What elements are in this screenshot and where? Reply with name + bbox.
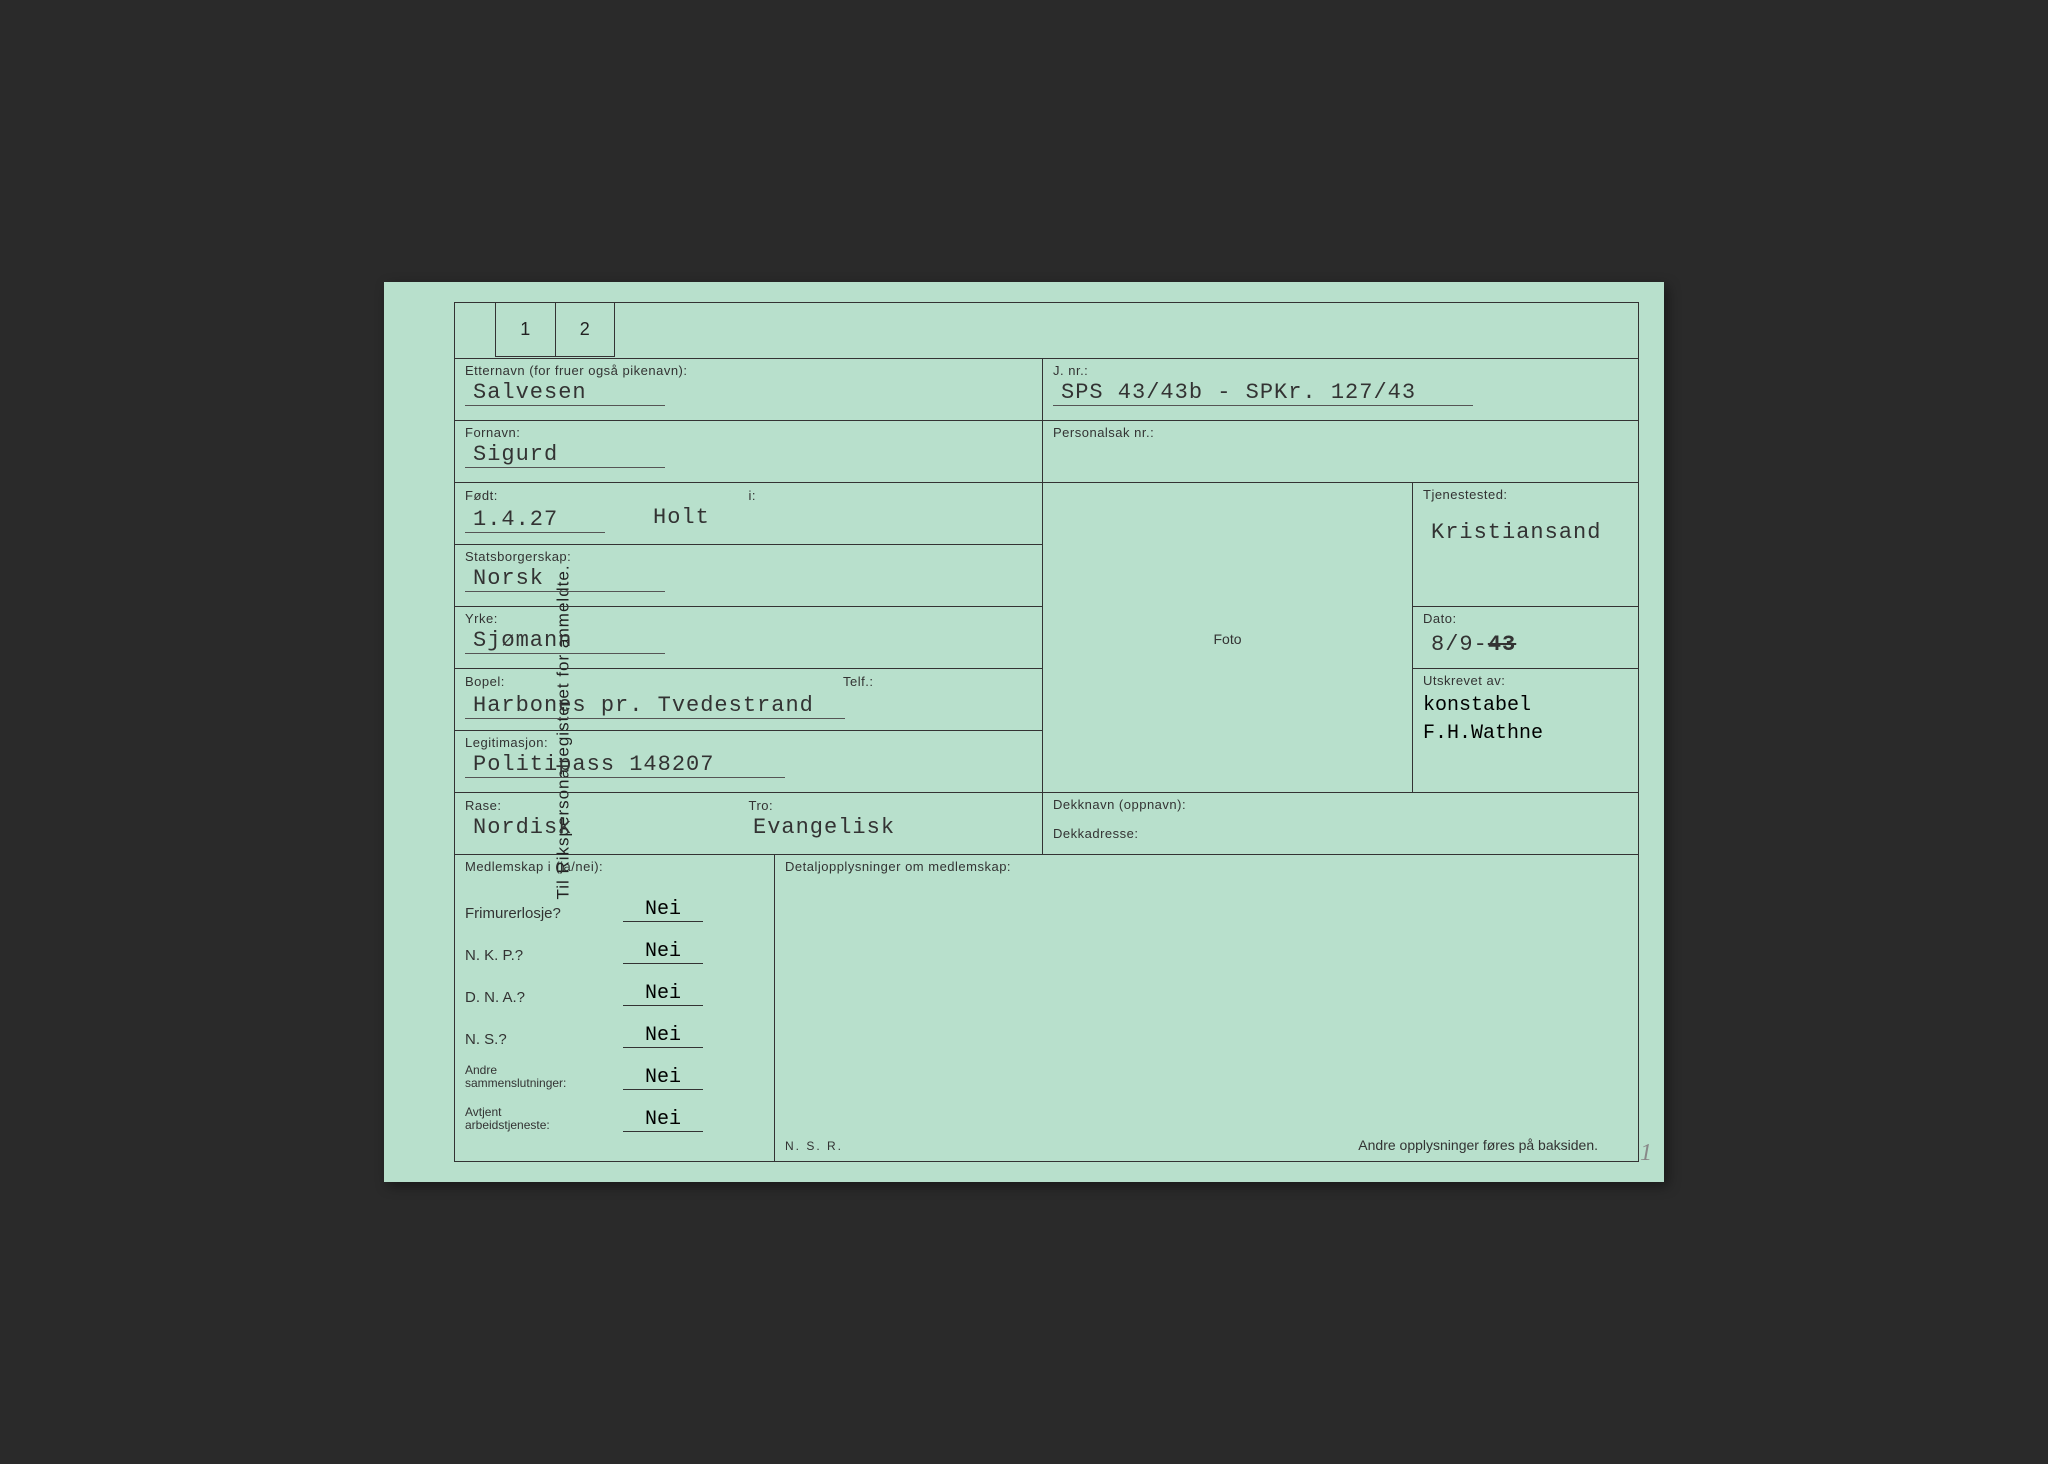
field-bopel: Bopel: Telf.: Harbones pr. Tvedestrand bbox=[455, 668, 1043, 730]
label-dna: D. N. A.? bbox=[465, 989, 615, 1006]
label-etternavn: Etternavn (for fruer også pikenavn): bbox=[465, 363, 1032, 378]
value-dato-struck: 43 bbox=[1488, 632, 1516, 657]
label-ns: N. S.? bbox=[465, 1031, 615, 1048]
label-foto: Foto bbox=[1213, 631, 1241, 647]
value-nkp: Nei bbox=[623, 940, 703, 964]
page-mark: 1 bbox=[1640, 1140, 1652, 1167]
label-fornavn: Fornavn: bbox=[465, 425, 1032, 440]
tab-box: 1 2 bbox=[495, 302, 615, 357]
tab-2: 2 bbox=[556, 303, 615, 356]
value-fodt: 1.4.27 bbox=[465, 505, 605, 533]
label-utskrevet: Utskrevet av: bbox=[1423, 673, 1628, 688]
label-statsborgerskap: Statsborgerskap: bbox=[465, 549, 1032, 564]
label-yrke: Yrke: bbox=[465, 611, 1032, 626]
label-jnr: J. nr.: bbox=[1053, 363, 1628, 378]
value-fodt-i: Holt bbox=[645, 505, 710, 533]
value-dna: Nei bbox=[623, 982, 703, 1006]
label-fodt: Født: bbox=[465, 488, 498, 503]
field-membership-block: Medlemskap i (ja/nei): Frimurerlosje? Ne… bbox=[455, 854, 1638, 1161]
value-dato: 8/9-43 bbox=[1423, 626, 1628, 657]
row-arbeid: Avtjent arbeidstjeneste: Nei bbox=[465, 1090, 764, 1132]
label-telf: Telf.: bbox=[843, 674, 873, 689]
value-etternavn: Salvesen bbox=[465, 378, 665, 406]
label-dekknavn: Dekknavn (oppnavn): bbox=[1053, 797, 1628, 826]
value-dato-prefix: 8/9- bbox=[1431, 632, 1488, 657]
field-utskrevet: Utskrevet av: konstabel F.H.Wathne bbox=[1413, 668, 1638, 792]
label-tro: Tro: bbox=[749, 798, 774, 813]
value-ns: Nei bbox=[623, 1024, 703, 1048]
registration-card: Til Rikspersonalregisteret for anmeldte.… bbox=[384, 282, 1664, 1182]
value-fornavn: Sigurd bbox=[465, 440, 665, 468]
value-andre-samm: Nei bbox=[623, 1066, 703, 1090]
row-nkp: N. K. P.? Nei bbox=[465, 922, 764, 964]
row-frimurer: Frimurerlosje? Nei bbox=[465, 880, 764, 922]
field-jnr: J. nr.: SPS 43/43b - SPKr. 127/43 bbox=[1043, 358, 1638, 420]
tab-1: 1 bbox=[496, 303, 556, 356]
field-statsborgerskap: Statsborgerskap: Norsk bbox=[455, 544, 1043, 606]
label-nkp: N. K. P.? bbox=[465, 947, 615, 964]
row-ns: N. S.? Nei bbox=[465, 1006, 764, 1048]
field-personalsak: Personalsak nr.: bbox=[1043, 420, 1638, 482]
label-dato: Dato: bbox=[1423, 611, 1628, 626]
label-rase: Rase: bbox=[465, 798, 501, 813]
content-grid: Etternavn (for fruer også pikenavn): Sal… bbox=[455, 358, 1638, 1161]
label-dekkadresse: Dekkadresse: bbox=[1053, 826, 1628, 841]
field-yrke: Yrke: Sjømann bbox=[455, 606, 1043, 668]
value-arbeid: Nei bbox=[623, 1108, 703, 1132]
value-rase: Nordisk bbox=[465, 815, 705, 840]
value-frimurer: Nei bbox=[623, 898, 703, 922]
field-fodt: Født: i: 1.4.27 Holt bbox=[455, 482, 1043, 544]
label-bopel: Bopel: bbox=[465, 674, 505, 689]
field-rase-tro: Rase: Tro: Nordisk Evangelisk bbox=[455, 792, 1043, 854]
label-detalj: Detaljopplysninger om medlemskap: bbox=[785, 859, 1628, 874]
label-arbeid: Avtjent arbeidstjeneste: bbox=[465, 1106, 615, 1132]
label-medlemskap: Medlemskap i (ja/nei): bbox=[465, 859, 764, 880]
card-border: 1 2 Etternavn (for fruer også pikenavn):… bbox=[454, 302, 1639, 1162]
value-tjenestested: Kristiansand bbox=[1423, 520, 1628, 545]
label-personalsak: Personalsak nr.: bbox=[1053, 425, 1628, 440]
label-fodt-i: i: bbox=[749, 488, 757, 503]
field-etternavn: Etternavn (for fruer også pikenavn): Sal… bbox=[455, 358, 1043, 420]
field-foto: Foto bbox=[1043, 482, 1413, 792]
value-statsborgerskap: Norsk bbox=[465, 564, 665, 592]
membership-left: Medlemskap i (ja/nei): Frimurerlosje? Ne… bbox=[455, 854, 775, 1161]
value-yrke: Sjømann bbox=[465, 626, 665, 654]
label-frimurer: Frimurerlosje? bbox=[465, 905, 615, 922]
field-dato: Dato: 8/9-43 bbox=[1413, 606, 1638, 668]
label-tjenestested: Tjenestested: bbox=[1423, 487, 1628, 502]
value-jnr: SPS 43/43b - SPKr. 127/43 bbox=[1053, 378, 1473, 406]
label-andre-samm: Andre sammenslutninger: bbox=[465, 1064, 615, 1090]
label-nsr: N. S. R. bbox=[785, 1139, 843, 1153]
value-legitimasjon: Politipass 148207 bbox=[465, 750, 785, 778]
value-bopel: Harbones pr. Tvedestrand bbox=[465, 691, 845, 719]
field-dekknavn: Dekknavn (oppnavn): Dekkadresse: bbox=[1043, 792, 1638, 854]
field-fornavn: Fornavn: Sigurd bbox=[455, 420, 1043, 482]
label-legitimasjon: Legitimasjon: bbox=[465, 735, 1032, 750]
row-andre-samm: Andre sammenslutninger: Nei bbox=[465, 1048, 764, 1090]
row-dna: D. N. A.? Nei bbox=[465, 964, 764, 1006]
value-utskrevet-1: konstabel bbox=[1423, 692, 1628, 720]
field-legitimasjon: Legitimasjon: Politipass 148207 bbox=[455, 730, 1043, 792]
field-tjenestested: Tjenestested: Kristiansand bbox=[1413, 482, 1638, 606]
value-utskrevet-2: F.H.Wathne bbox=[1423, 720, 1628, 748]
label-andre-opplysninger: Andre opplysninger føres på baksiden. bbox=[1358, 1137, 1598, 1153]
membership-right: Detaljopplysninger om medlemskap: N. S. … bbox=[775, 854, 1638, 1161]
value-tro: Evangelisk bbox=[745, 815, 895, 840]
